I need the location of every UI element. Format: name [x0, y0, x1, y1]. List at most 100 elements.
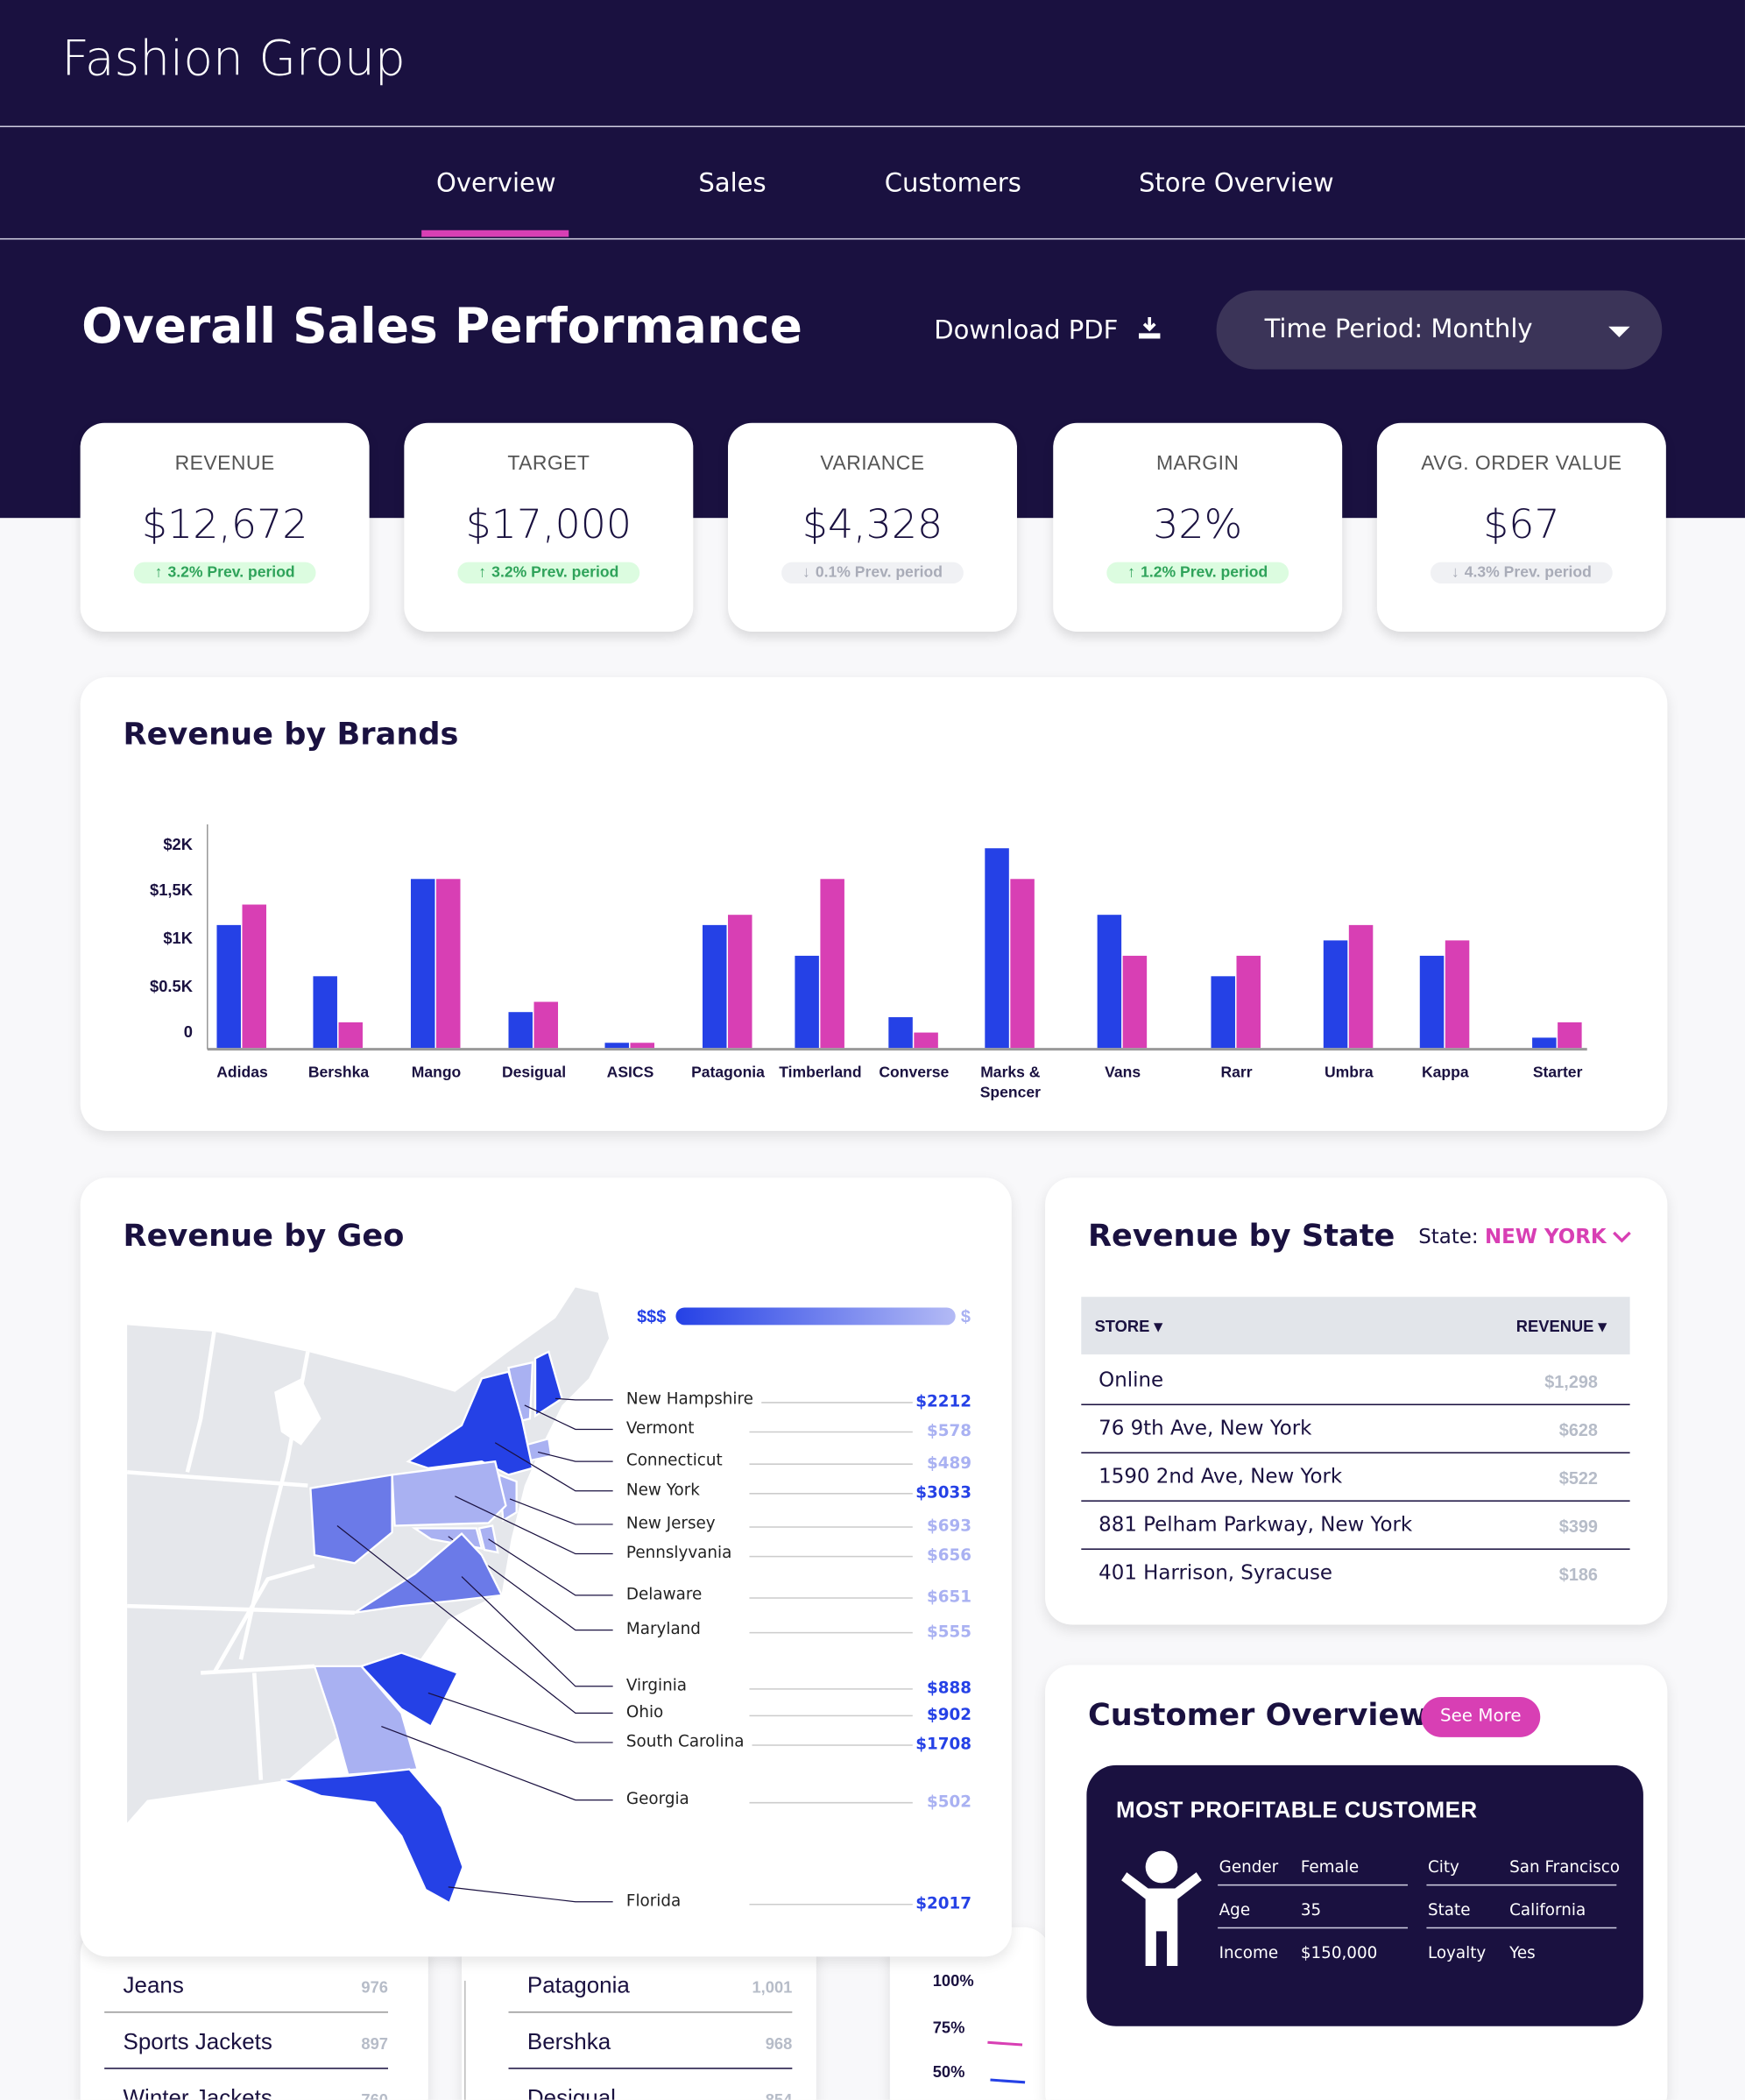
list-item-name: Winter Jackets: [123, 2085, 272, 2100]
bar-umbra-series-1: [1323, 940, 1348, 1049]
download-label: Download PDF: [934, 315, 1119, 346]
bar-desigual-series-2: [533, 1001, 559, 1049]
tab-overview[interactable]: Overview: [435, 168, 556, 199]
state-georgia: [313, 1665, 420, 1776]
x-tick-label: Bershka: [308, 1064, 369, 1081]
leader-line: [455, 1495, 613, 1555]
state-label: New Jersey: [625, 1513, 724, 1533]
kpi-card: VARIANCE $4,328 ↓ 0.1% Prev. period: [728, 422, 1017, 633]
field-divider: [1218, 1927, 1409, 1929]
state-border: [212, 1564, 315, 1674]
state-value: $489: [927, 1453, 972, 1473]
store-revenue: $1,298: [1544, 1371, 1598, 1392]
tab-customers[interactable]: Customers: [884, 168, 1021, 199]
time-period-label: Time Period: Monthly: [1264, 314, 1533, 344]
column-divider: [464, 1980, 466, 2100]
leader-line: [448, 1536, 613, 1631]
list-item-value: 968: [765, 2033, 793, 2054]
state-label: Georgia: [625, 1789, 697, 1808]
list-item-name: Jeans: [123, 1972, 184, 1998]
store-revenue: $399: [1558, 1516, 1598, 1537]
x-tick-label-line: Mango: [412, 1064, 462, 1081]
kpi-label: REVENUE: [174, 452, 275, 476]
change-text: 4.3% Prev. period: [1464, 564, 1592, 581]
kpi-label: VARIANCE: [820, 452, 925, 476]
revenue-by-brands-card: [80, 676, 1668, 1131]
x-tick-label: Starter: [1533, 1064, 1583, 1081]
state-value: $651: [927, 1587, 972, 1607]
brands-bar-chart: 0 $0.5K $1K $1,5K $2K Adidas Bershka Mango Desig…: [150, 824, 1587, 1101]
table-header: [1081, 1297, 1630, 1354]
field-divider: [1426, 1927, 1617, 1929]
list-item-value: 1,001: [752, 1977, 793, 1997]
state-value: $502: [927, 1792, 972, 1811]
bar-converse-series-1: [888, 1017, 913, 1049]
x-tick-label-line: Converse: [879, 1064, 949, 1081]
field-label: Gender: [1219, 1857, 1279, 1877]
x-tick-label: Adidas: [216, 1064, 268, 1081]
list-divider: [104, 2011, 389, 2013]
see-more-button[interactable]: See More: [1421, 1696, 1541, 1737]
arrow-up-icon: ↑: [1127, 564, 1135, 581]
store-name: 881 Pelham Parkway, New York: [1099, 1512, 1413, 1537]
state-value: $578: [927, 1421, 972, 1440]
page-title: Overall Sales Performance: [81, 300, 802, 355]
state-label: Maryland: [625, 1619, 710, 1638]
kpi-value: $12,672: [141, 501, 308, 549]
bar-marks-spencer-series-1: [985, 848, 1009, 1049]
y-tick-label: 0: [184, 1022, 193, 1041]
percent-tick: 75%: [932, 2018, 965, 2038]
state-label: Virginia: [625, 1675, 696, 1694]
active-tab-indicator: [421, 230, 569, 237]
bar-asics-series-1: [604, 1043, 629, 1049]
bar-kappa-series-2: [1445, 940, 1470, 1049]
x-tick-label: Rarr: [1220, 1064, 1252, 1081]
leader-line: [524, 1404, 613, 1431]
x-tick-label-line: ASICS: [607, 1064, 654, 1081]
bar-mango-series-1: [410, 879, 435, 1049]
x-tick-label: Converse: [879, 1064, 949, 1081]
lake: [274, 1378, 321, 1446]
state-value: $1708: [915, 1734, 972, 1754]
store-column-header[interactable]: STORE ▾: [1094, 1317, 1162, 1336]
chart-title: Revenue by Brands: [123, 717, 459, 753]
field-value: San Francisco: [1509, 1857, 1621, 1877]
store-name: 1590 2nd Ave, New York: [1099, 1464, 1343, 1488]
kpi-label: MARGIN: [1155, 452, 1240, 476]
percent-tick: 100%: [932, 1971, 974, 1990]
download-pdf-button[interactable]: Download PDF: [934, 315, 1161, 346]
state-value: $3033: [915, 1482, 972, 1502]
kpi-card: TARGET $17,000 ↑ 3.2% Prev. period: [404, 422, 694, 633]
table-row[interactable]: 76 9th Ave, New York $628: [1081, 1404, 1630, 1453]
bar-converse-series-2: [914, 1032, 938, 1049]
state-table-title: Revenue by State: [1087, 1219, 1395, 1255]
field-value: 35: [1300, 1900, 1322, 1920]
table-row[interactable]: 881 Pelham Parkway, New York $399: [1081, 1500, 1630, 1550]
geo-title: Revenue by Geo: [123, 1219, 405, 1255]
table-row[interactable]: 1590 2nd Ave, New York $522: [1081, 1452, 1630, 1502]
change-text: 3.2% Prev. period: [491, 564, 619, 581]
state-value: $656: [927, 1545, 972, 1565]
tab-store-overview[interactable]: Store Overview: [1138, 168, 1334, 199]
revenue-column-header[interactable]: REVENUE ▾: [1515, 1317, 1607, 1336]
change-text: 0.1% Prev. period: [815, 564, 943, 581]
table-row[interactable]: 401 Harrison, Syracuse $186: [1081, 1548, 1629, 1596]
legend-gradient-bar: [675, 1307, 956, 1326]
leader-line: [427, 1692, 613, 1743]
list-divider: [104, 2068, 389, 2069]
leader-line: [494, 1442, 613, 1492]
state-selector[interactable]: State: NEW YORK: [1418, 1225, 1632, 1248]
tab-sales[interactable]: Sales: [698, 168, 767, 199]
leader-line: [537, 1451, 613, 1462]
state-label: New Hampshire: [625, 1389, 762, 1409]
x-tick-label-line: Starter: [1533, 1064, 1583, 1081]
leader-line: [555, 1397, 613, 1401]
table-row[interactable]: Online $1,298: [1081, 1355, 1630, 1405]
chevron-down-icon: [1613, 1231, 1632, 1243]
percent-tick: 50%: [932, 2062, 965, 2082]
change-badge: ↓ 4.3% Prev. period: [1430, 562, 1614, 584]
state-label: South Carolina: [625, 1731, 752, 1751]
state-border: [251, 1672, 264, 1780]
time-period-dropdown[interactable]: Time Period: Monthly: [1216, 290, 1663, 370]
